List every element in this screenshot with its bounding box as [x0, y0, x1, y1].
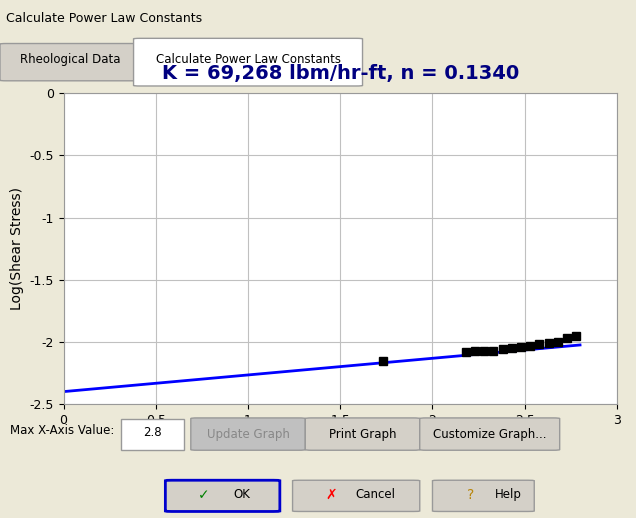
FancyBboxPatch shape [293, 480, 420, 511]
FancyBboxPatch shape [165, 480, 280, 511]
Text: Cancel: Cancel [356, 488, 395, 501]
Text: Customize Graph...: Customize Graph... [433, 427, 546, 441]
FancyBboxPatch shape [305, 418, 420, 450]
Text: ✗: ✗ [325, 487, 336, 502]
Text: ✓: ✓ [198, 487, 209, 502]
Text: Update Graph: Update Graph [207, 427, 289, 441]
Y-axis label: Log(Shear Stress): Log(Shear Stress) [10, 187, 24, 310]
Text: Calculate Power Law Constants: Calculate Power Law Constants [6, 11, 202, 25]
FancyBboxPatch shape [420, 418, 560, 450]
Text: Max X-Axis Value:: Max X-Axis Value: [10, 424, 114, 438]
Text: 2.8: 2.8 [143, 426, 162, 439]
FancyBboxPatch shape [121, 419, 184, 450]
Text: ?: ? [467, 487, 474, 502]
X-axis label: Log(Shear Rate * (1+3n)/4n): Log(Shear Rate * (1+3n)/4n) [240, 433, 440, 447]
FancyBboxPatch shape [191, 418, 305, 450]
FancyBboxPatch shape [134, 38, 363, 86]
FancyBboxPatch shape [0, 44, 140, 81]
Title: K = 69,268 lbm/hr-ft, n = 0.1340: K = 69,268 lbm/hr-ft, n = 0.1340 [162, 64, 519, 83]
Text: Calculate Power Law Constants: Calculate Power Law Constants [156, 53, 340, 66]
Text: Rheological Data: Rheological Data [20, 53, 120, 66]
Text: OK: OK [233, 488, 250, 501]
Text: Print Graph: Print Graph [329, 427, 396, 441]
FancyBboxPatch shape [432, 480, 534, 511]
Text: Help: Help [495, 488, 522, 501]
